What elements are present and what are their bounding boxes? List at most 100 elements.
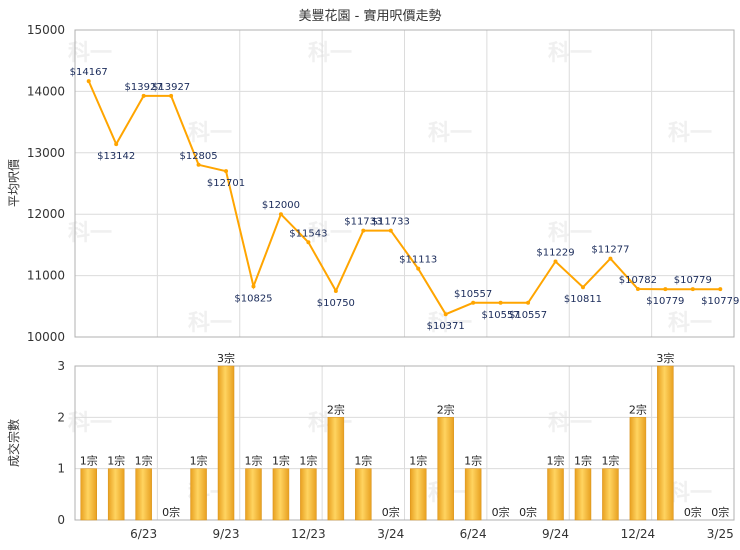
line-y-axis-label: 平均呎價 bbox=[7, 159, 21, 207]
count-bar bbox=[602, 468, 619, 521]
watermark-text: 科一 bbox=[548, 411, 592, 436]
x-tick-label: 6/24 bbox=[460, 527, 487, 541]
price-point bbox=[114, 142, 119, 147]
count-bar-label: 0宗 bbox=[162, 505, 180, 519]
price-data-label: $11277 bbox=[591, 245, 629, 256]
bar-y-axis-label: 成交宗數 bbox=[6, 419, 21, 467]
price-data-label: $10750 bbox=[317, 298, 355, 309]
count-bar-label: 1宗 bbox=[464, 454, 482, 468]
price-point bbox=[86, 79, 91, 84]
count-bar bbox=[657, 365, 674, 521]
count-bar-labels: 1宗 1宗 1宗 0宗 1宗 3宗 1宗 1宗 1宗 2宗 1宗 0宗 1宗 2宗 1宗 0宗 0宗 1宗 1宗 1宗… bbox=[80, 351, 730, 519]
count-bar-label: 1宗 bbox=[190, 454, 208, 468]
price-point bbox=[333, 288, 338, 293]
count-bar-label: 2宗 bbox=[327, 402, 345, 416]
count-bar bbox=[355, 468, 372, 521]
count-bar-label: 3宗 bbox=[217, 351, 235, 365]
x-tick-label: 6/23 bbox=[130, 527, 157, 541]
x-tick-label: 9/23 bbox=[213, 527, 240, 541]
count-bar-label: 1宗 bbox=[244, 454, 262, 468]
price-point bbox=[471, 300, 476, 305]
count-bar-label: 1宗 bbox=[299, 454, 317, 468]
count-bar bbox=[437, 417, 454, 521]
count-bar-label: 2宗 bbox=[629, 402, 647, 416]
x-tick-label: 3/24 bbox=[377, 527, 404, 541]
x-tick-label: 9/24 bbox=[542, 527, 569, 541]
x-axis-ticks: 6/23 9/23 12/23 3/24 6/24 9/24 12/24 3/25 bbox=[130, 527, 734, 541]
watermark-text: 科一 bbox=[188, 121, 232, 146]
price-data-label: $10811 bbox=[564, 294, 602, 305]
bar-y-tick-label: 3 bbox=[57, 359, 65, 373]
price-data-label: $10371 bbox=[427, 321, 465, 332]
price-data-label: $11733 bbox=[344, 217, 382, 228]
price-point bbox=[718, 287, 723, 292]
count-bar-label: 1宗 bbox=[601, 454, 619, 468]
x-tick-label: 12/24 bbox=[621, 527, 656, 541]
price-point bbox=[251, 284, 256, 289]
price-data-label: $11113 bbox=[399, 255, 437, 266]
count-bar-label: 0宗 bbox=[711, 505, 729, 519]
price-data-label: $13927 bbox=[125, 82, 163, 93]
price-series-labels: $14167 $13142 $13927$13927 $12805 $12701 $108… bbox=[70, 67, 740, 332]
price-data-label: $10779 bbox=[674, 275, 712, 286]
count-bars bbox=[80, 365, 674, 521]
price-point bbox=[141, 93, 146, 98]
price-data-label: $11543 bbox=[289, 228, 327, 239]
count-bar bbox=[547, 468, 564, 521]
count-bar bbox=[300, 468, 317, 521]
price-point bbox=[443, 312, 448, 317]
line-panel: 10000 11000 12000 13000 14000 15000 平均呎價 $141… bbox=[7, 23, 739, 344]
count-bar bbox=[190, 468, 207, 521]
price-point bbox=[361, 228, 366, 233]
price-data-label: $10779 bbox=[701, 296, 739, 307]
price-data-label: $10825 bbox=[234, 293, 272, 304]
count-bar-label: 1宗 bbox=[80, 454, 98, 468]
price-point bbox=[580, 285, 585, 290]
price-point bbox=[690, 287, 695, 292]
price-point bbox=[663, 287, 668, 292]
count-bar bbox=[135, 468, 152, 521]
line-y-tick-label: 15000 bbox=[27, 23, 65, 37]
price-point bbox=[635, 286, 640, 291]
count-bar-label: 0宗 bbox=[382, 505, 400, 519]
count-bar bbox=[80, 468, 97, 521]
count-bar-label: 1宗 bbox=[354, 454, 372, 468]
chart-title: 美豐花園 - 實用呎價走勢 bbox=[299, 8, 442, 24]
watermark-text: 科一 bbox=[548, 41, 592, 66]
price-point bbox=[306, 240, 311, 245]
watermark-text: 科一 bbox=[308, 221, 352, 246]
count-bar-label: 3宗 bbox=[656, 351, 674, 365]
watermark-text: 科一 bbox=[308, 41, 352, 66]
bar-y-tick-label: 0 bbox=[57, 513, 65, 527]
count-bar bbox=[629, 417, 647, 521]
price-data-label: $10782 bbox=[619, 275, 657, 286]
price-point bbox=[553, 259, 558, 264]
line-y-tick-label: 11000 bbox=[27, 269, 65, 283]
watermark-text: 科一 bbox=[548, 221, 592, 246]
watermark-text: 科一 bbox=[428, 311, 472, 336]
watermark-text: 科一 bbox=[668, 311, 712, 336]
count-bar bbox=[464, 468, 482, 521]
line-y-tick-label: 10000 bbox=[27, 330, 65, 344]
price-point bbox=[498, 300, 503, 305]
watermark-layer: 科一科一科一科一科一科一科一科一科一科一科一科一科一科一科一科一科一科一 bbox=[68, 41, 712, 506]
price-data-label: $12701 bbox=[207, 178, 245, 189]
count-bar-label: 1宗 bbox=[272, 454, 290, 468]
price-point bbox=[224, 169, 229, 174]
price-point bbox=[278, 212, 283, 217]
count-bar bbox=[107, 468, 125, 521]
bar-y-tick-label: 1 bbox=[57, 462, 65, 476]
price-data-label: $10779 bbox=[646, 296, 684, 307]
price-data-label: $10557 bbox=[509, 310, 547, 321]
line-y-tick-label: 12000 bbox=[27, 207, 65, 221]
price-point bbox=[608, 256, 613, 261]
count-bar bbox=[272, 468, 290, 521]
price-data-label: $11733 bbox=[372, 217, 410, 228]
count-bar bbox=[574, 468, 592, 521]
price-data-label: $12805 bbox=[179, 151, 217, 162]
price-series-points bbox=[86, 79, 723, 317]
line-plot-frame bbox=[74, 29, 735, 338]
count-bar-label: 1宗 bbox=[574, 454, 592, 468]
price-point bbox=[388, 228, 393, 233]
